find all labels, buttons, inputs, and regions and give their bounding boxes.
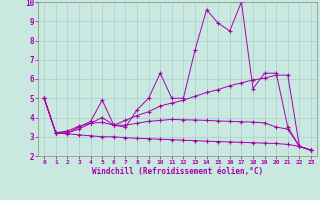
- X-axis label: Windchill (Refroidissement éolien,°C): Windchill (Refroidissement éolien,°C): [92, 167, 263, 176]
